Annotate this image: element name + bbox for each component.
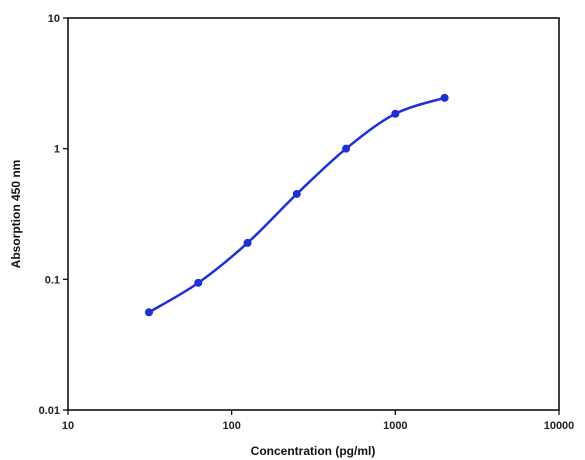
y-tick-label: 0.01 bbox=[39, 405, 60, 417]
x-tick-label: 100 bbox=[222, 420, 240, 432]
data-point bbox=[391, 109, 400, 118]
y-axis-label: Absorption 450 nm bbox=[9, 160, 23, 269]
y-axis-ticks: 0.01 0.1 1 10 bbox=[39, 13, 68, 417]
y-tick-label: 10 bbox=[48, 13, 60, 25]
data-point bbox=[292, 189, 301, 198]
y-tick-label: 1 bbox=[54, 144, 60, 156]
y-tick-label: 0.1 bbox=[45, 274, 60, 286]
x-tick-label: 10000 bbox=[544, 420, 575, 432]
data-point bbox=[194, 278, 203, 287]
x-axis-ticks: 10 100 1000 10000 bbox=[62, 410, 574, 432]
data-point bbox=[342, 144, 351, 153]
fit-curve-line bbox=[148, 96, 445, 314]
x-tick-label: 1000 bbox=[383, 420, 407, 432]
data-point bbox=[440, 93, 449, 102]
x-axis-label: Concentration (pg/ml) bbox=[251, 444, 376, 458]
data-point bbox=[243, 238, 252, 247]
data-point bbox=[144, 308, 153, 317]
x-tick-label: 10 bbox=[62, 420, 74, 432]
plot-area-frame bbox=[67, 17, 560, 411]
data-points bbox=[144, 93, 449, 317]
